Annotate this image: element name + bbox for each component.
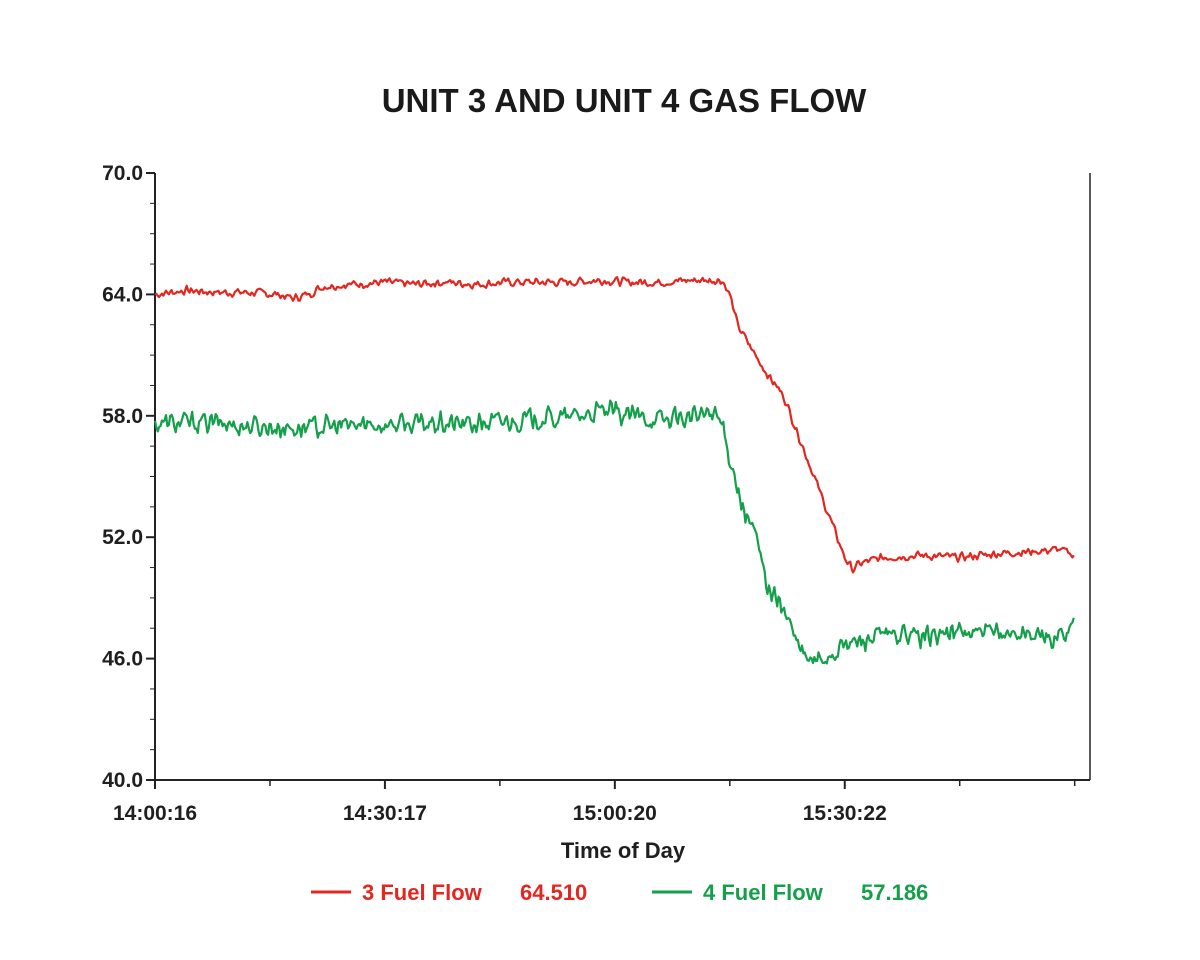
legend-value-unit4: 57.186 (861, 880, 928, 905)
tick-layer: 70.0 64.0 58.0 52.0 46.0 40.0 14:00:16 14:30:17… (102, 162, 1076, 825)
x-tick-label: 14:30:17 (343, 802, 427, 825)
legend-label-unit3: 3 Fuel Flow (362, 880, 483, 905)
legend: 3 Fuel Flow 64.510 4 Fuel Flow 57.186 (311, 880, 928, 905)
x-axis-label: Time of Day (561, 838, 686, 863)
y-tick-label: 52.0 (102, 526, 143, 549)
series-line-unit4 (153, 399, 1075, 665)
chart-title: UNIT 3 AND UNIT 4 GAS FLOW (382, 82, 867, 119)
series-line-unit3 (154, 276, 1075, 574)
y-tick-label: 58.0 (102, 405, 143, 428)
x-tick-label: 15:00:20 (573, 802, 657, 825)
x-tick-label: 14:00:16 (113, 802, 197, 825)
x-tick-label: 15:30:22 (803, 802, 887, 825)
y-tick-label: 70.0 (102, 162, 143, 185)
y-tick-label: 46.0 (102, 648, 143, 671)
legend-label-unit4: 4 Fuel Flow (703, 880, 824, 905)
y-tick-label: 64.0 (102, 283, 143, 306)
plot-axes (154, 173, 1091, 781)
series-layer (153, 276, 1075, 665)
legend-value-unit3: 64.510 (520, 880, 587, 905)
y-tick-label: 40.0 (102, 769, 143, 792)
